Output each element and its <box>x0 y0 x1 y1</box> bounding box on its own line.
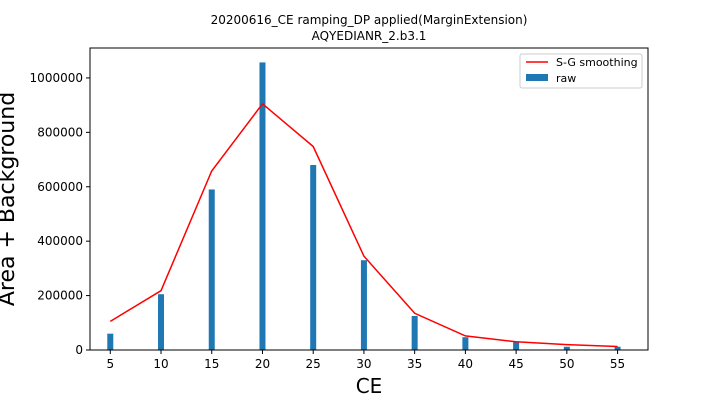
bar-raw-ce-50 <box>563 346 570 350</box>
legend-label-smoothing: S-G smoothing <box>556 56 638 69</box>
legend: S-G smoothing raw <box>519 53 643 89</box>
bar-raw-ce-40 <box>462 337 469 350</box>
line-sg-smoothing <box>109 102 618 348</box>
bar-raw-ce-10 <box>158 294 165 350</box>
x-tick-label: 50 <box>559 357 574 371</box>
legend-box <box>519 53 643 89</box>
y-tick-label: 1000000 <box>30 71 83 85</box>
x-tick-label: 35 <box>407 357 422 371</box>
bar-raw-ce-35 <box>411 315 418 350</box>
x-axis: 5 10 15 20 25 30 35 40 45 50 55 <box>106 350 625 371</box>
axes-frame <box>89 47 649 351</box>
x-tick-label: 40 <box>458 357 473 371</box>
legend-label-raw: raw <box>556 72 576 85</box>
y-tick-label: 200000 <box>37 289 83 303</box>
y-tick-label: 800000 <box>37 125 83 139</box>
x-tick-label: 10 <box>153 357 168 371</box>
bar-raw-ce-25 <box>310 164 317 350</box>
y-tick-label: 600000 <box>37 180 83 194</box>
x-tick-label: 5 <box>106 357 114 371</box>
bar-raw-ce-55 <box>614 346 621 350</box>
x-tick-label: 30 <box>356 357 371 371</box>
bar-raw-ce-15 <box>208 189 215 350</box>
y-tick-label: 400000 <box>37 234 83 248</box>
y-tick-label: 0 <box>75 343 83 357</box>
legend-bar-swatch <box>526 74 548 81</box>
bar-raw-ce-45 <box>513 341 520 350</box>
y-axis: 0 200000 400000 600000 800000 1000000 <box>30 71 90 357</box>
bar-raw-ce-5 <box>107 333 114 350</box>
x-tick-label: 55 <box>610 357 625 371</box>
x-axis-label: CE <box>356 374 383 398</box>
x-tick-label: 15 <box>204 357 219 371</box>
x-tick-label: 25 <box>306 357 321 371</box>
chart-title: 20200616_CE ramping_DP applied(MarginExt… <box>211 13 528 27</box>
chart-subtitle: AQYEDIANR_2.b3.1 <box>312 29 427 43</box>
x-tick-label: 20 <box>255 357 270 371</box>
bar-raw-ce-20 <box>259 62 266 350</box>
y-axis-label: Area + Background <box>0 92 20 306</box>
x-tick-label: 45 <box>508 357 523 371</box>
bar-raw-ce-30 <box>360 260 367 350</box>
plot-area <box>107 62 621 350</box>
